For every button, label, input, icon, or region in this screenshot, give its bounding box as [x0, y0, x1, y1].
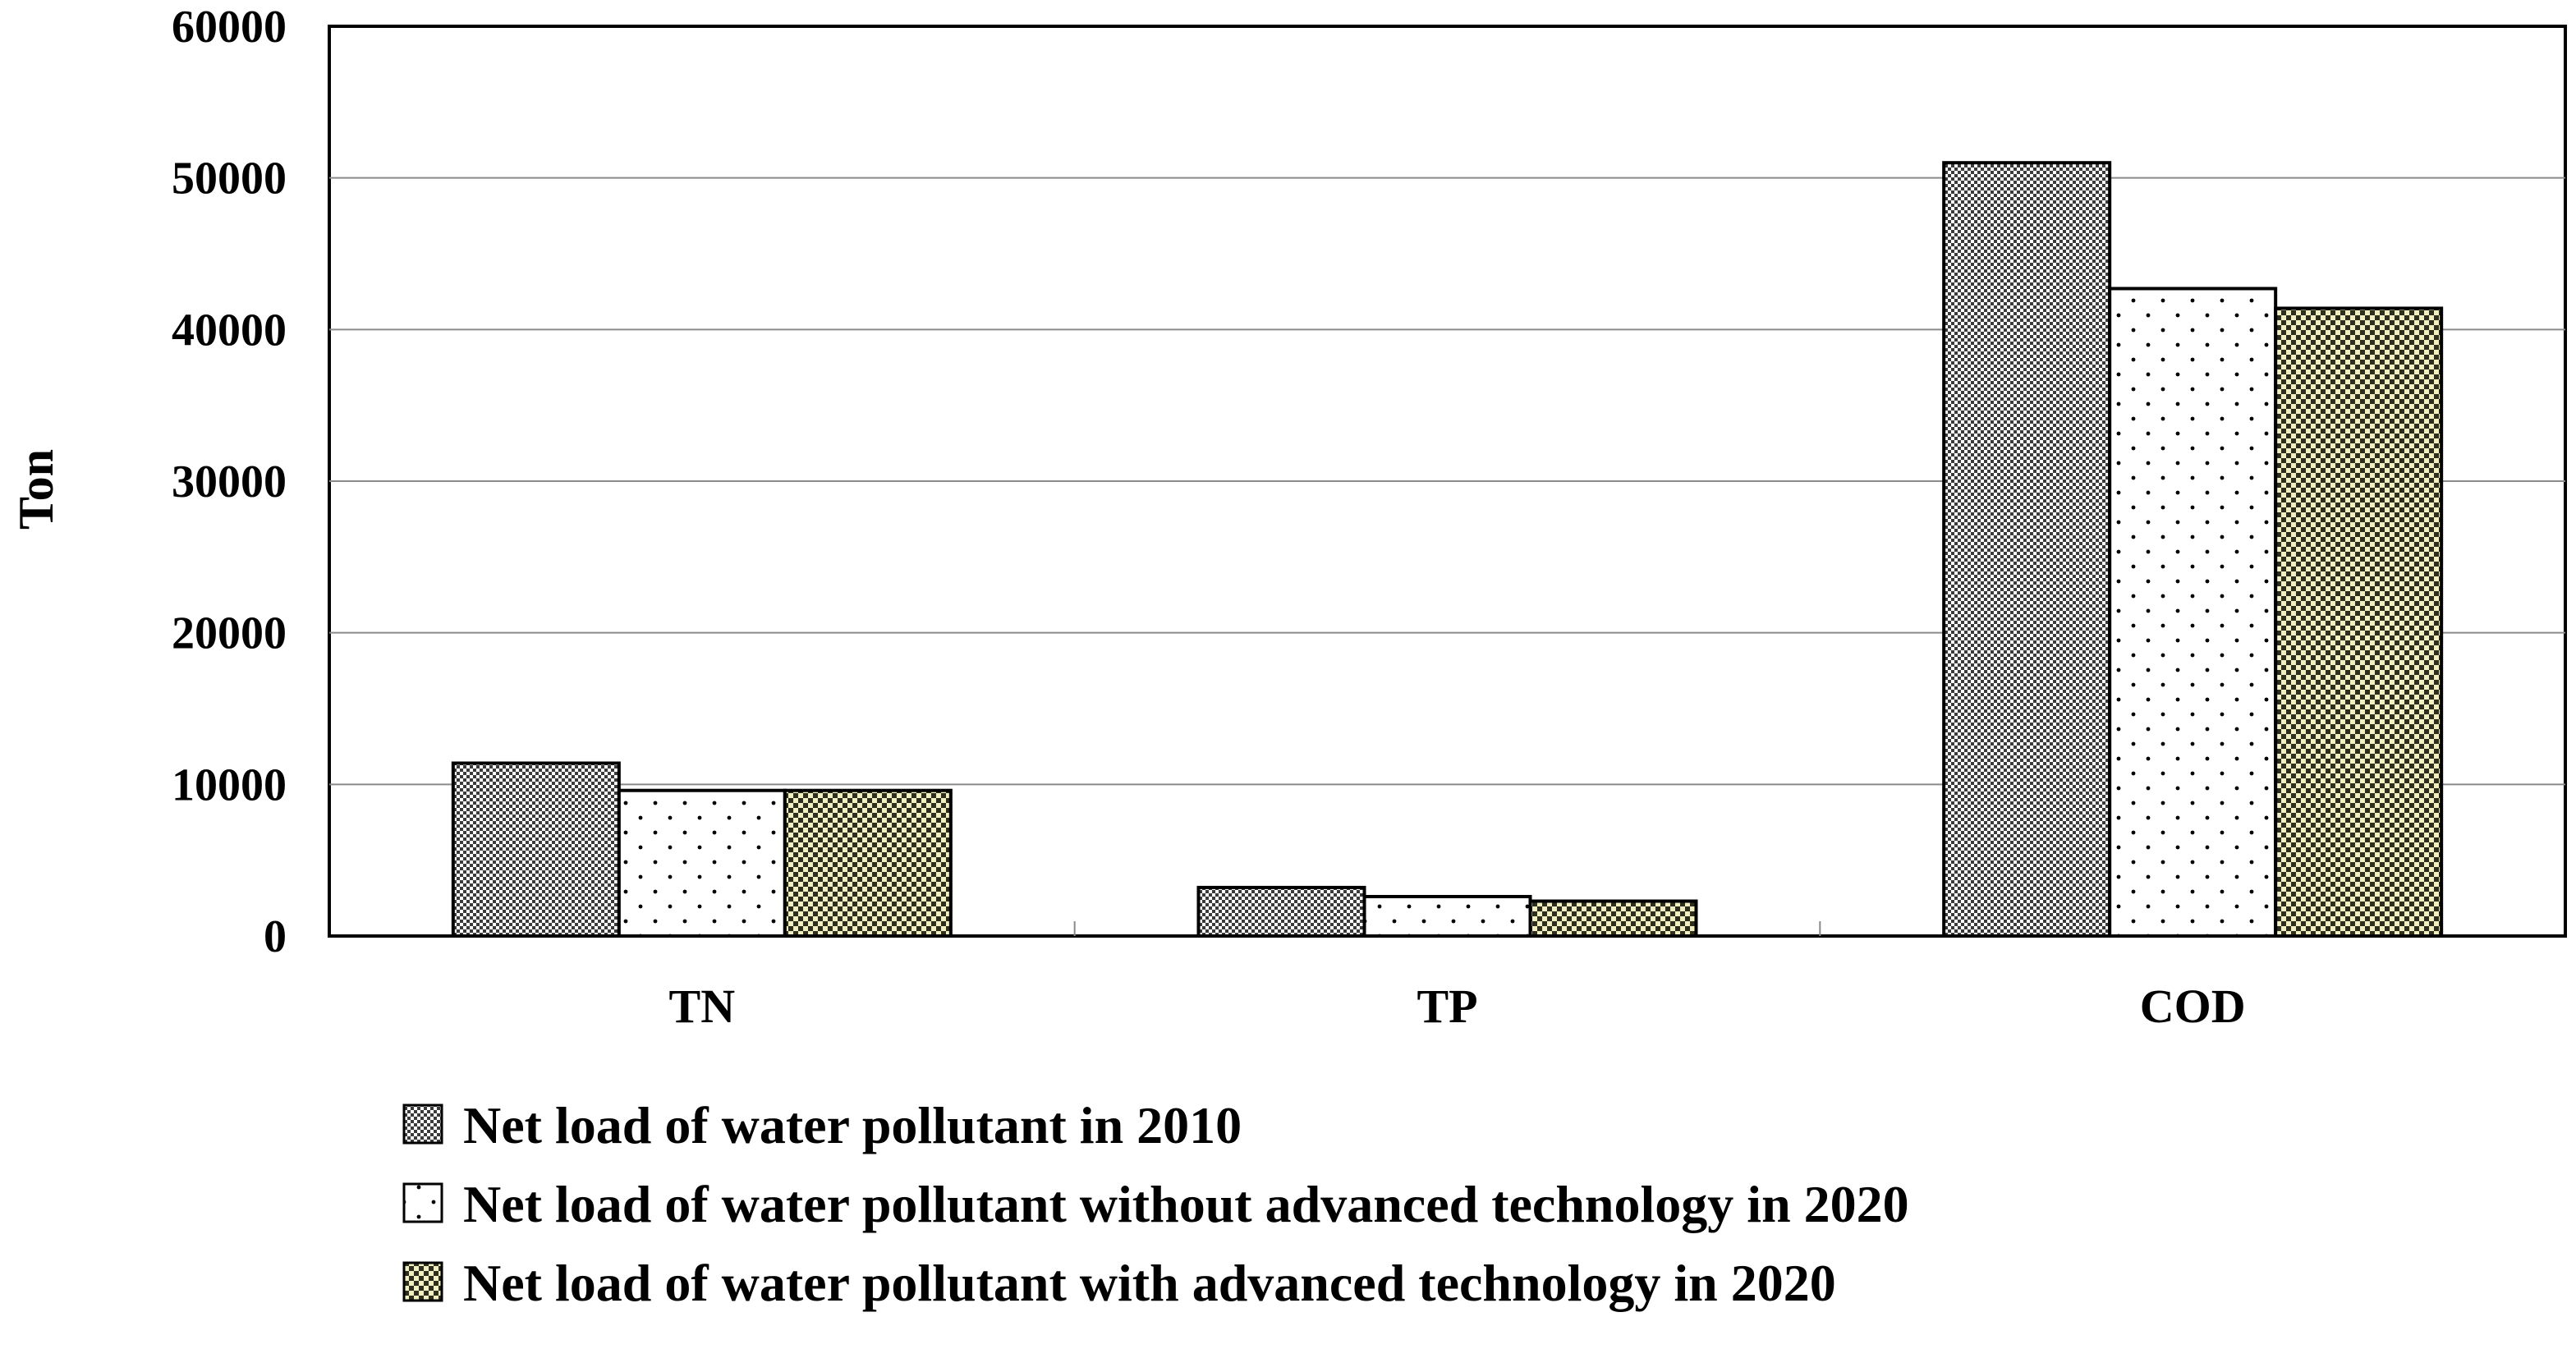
- y-tick-label: 0: [264, 911, 287, 962]
- y-tick-label: 50000: [172, 154, 287, 204]
- bar-cod-series-1: [1942, 161, 2112, 938]
- y-tick-label: 60000: [172, 2, 287, 53]
- x-category-label: TN: [669, 980, 736, 1033]
- bar-tp-series-2: [1362, 894, 1532, 938]
- bar-tn-series-3: [783, 788, 953, 938]
- x-category-label: COD: [2140, 980, 2246, 1033]
- bar-tp-series-1: [1196, 885, 1366, 938]
- bar-tn-series-1: [451, 761, 621, 938]
- legend-swatch: [402, 1182, 443, 1223]
- legend-swatch: [402, 1104, 443, 1145]
- legend: Net load of water pollutant in 2010 Net l…: [402, 1096, 1909, 1312]
- bar-tp-series-3: [1528, 899, 1698, 938]
- x-axis-categories: TN TP COD: [669, 980, 2246, 1033]
- y-axis-label: Ton: [9, 449, 63, 530]
- x-category-label: TP: [1417, 980, 1477, 1033]
- y-tick-label: 10000: [172, 759, 287, 810]
- y-tick-label: 20000: [172, 608, 287, 659]
- y-tick-label: 30000: [172, 457, 287, 507]
- bar-tn-series-2: [617, 788, 787, 938]
- y-tick-label: 40000: [172, 305, 287, 356]
- y-axis-ticks: 0 10000 20000 30000 40000 50000 60000: [172, 2, 287, 962]
- legend-label: Net load of water pollutant without adva…: [463, 1175, 1909, 1233]
- bar-cod-series-2: [2108, 287, 2278, 938]
- x-axis-separators: [1073, 921, 1821, 936]
- bar-cod-series-3: [2274, 306, 2444, 938]
- legend-label: Net load of water pollutant with advance…: [463, 1254, 1836, 1312]
- legend-swatch: [402, 1261, 443, 1302]
- bars: [451, 161, 2444, 938]
- legend-label: Net load of water pollutant in 2010: [463, 1096, 1242, 1154]
